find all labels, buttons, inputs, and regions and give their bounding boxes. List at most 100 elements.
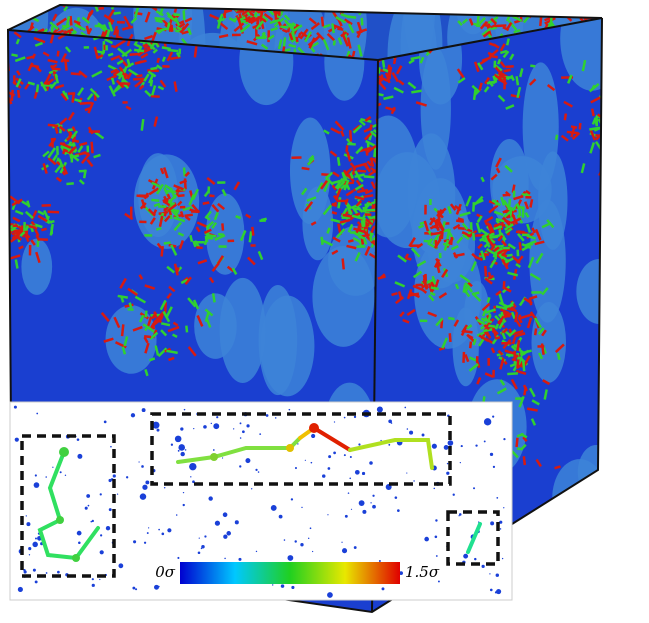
particle: [142, 408, 146, 412]
bond: [163, 57, 165, 62]
particle: [100, 493, 102, 495]
particle: [239, 465, 241, 467]
bond: [11, 55, 17, 56]
particle: [493, 466, 495, 468]
bond: [602, 126, 606, 129]
particle: [157, 429, 160, 432]
particle: [297, 443, 298, 444]
bond: [162, 246, 163, 256]
bond: [539, 620, 549, 621]
particle: [308, 538, 309, 539]
particle: [162, 533, 165, 536]
bond: [83, 153, 90, 154]
particle: [446, 472, 449, 475]
bond: [458, 219, 464, 221]
bond: [58, 51, 59, 57]
bond: [469, 605, 477, 609]
bond: [498, 59, 500, 64]
bond: [348, 240, 353, 241]
bond: [603, 41, 611, 46]
bond: [190, 235, 192, 241]
particle: [208, 496, 212, 500]
bond: [619, 126, 620, 131]
bond: [494, 618, 503, 623]
bond: [156, 228, 161, 229]
particle: [447, 463, 448, 464]
bond: [364, 195, 374, 196]
bond: [155, 18, 165, 19]
bond: [31, 65, 39, 67]
particle: [154, 585, 159, 590]
particle: [145, 480, 149, 484]
bond: [565, 114, 566, 121]
bond: [71, 16, 72, 25]
bond: [146, 311, 147, 318]
particle: [295, 467, 297, 469]
particle: [448, 440, 454, 446]
bond: [280, 27, 288, 28]
particle: [322, 474, 325, 477]
bond: [526, 8, 529, 12]
particle: [310, 527, 312, 529]
bond: [162, 47, 171, 49]
bond: [218, 234, 224, 235]
bond: [546, 7, 553, 10]
particle: [88, 505, 90, 507]
particle: [92, 578, 94, 580]
bond: [343, 259, 344, 270]
bond: [191, 1, 196, 6]
particle: [65, 475, 66, 476]
particle: [424, 537, 429, 542]
colorbar: [180, 562, 400, 584]
particle: [490, 589, 493, 592]
bond: [494, 610, 502, 617]
bond: [608, 96, 615, 101]
bond: [163, 2, 169, 5]
particle: [198, 551, 201, 554]
particle: [333, 452, 336, 455]
particle: [235, 520, 239, 524]
bond: [610, 133, 614, 137]
particle: [407, 428, 409, 430]
bond: [108, 54, 113, 56]
particle: [189, 463, 196, 470]
bond: [152, 0, 160, 3]
bond: [178, 195, 185, 196]
bond: [224, 13, 225, 18]
particle: [177, 557, 179, 559]
bond: [592, 109, 593, 116]
particle: [345, 515, 348, 518]
bond: [258, 17, 259, 23]
bond: [334, 40, 335, 45]
particle: [484, 440, 486, 442]
particle: [138, 461, 139, 462]
bond: [68, 129, 73, 130]
particle: [203, 425, 207, 429]
bond: [641, 96, 642, 106]
bond: [213, 293, 215, 302]
bond: [272, 0, 278, 6]
particle: [242, 430, 245, 433]
bond: [611, 77, 613, 82]
particle: [141, 465, 144, 468]
channel: [453, 307, 479, 386]
particle: [158, 586, 160, 588]
bond: [582, 5, 591, 13]
particle: [36, 413, 38, 415]
bond: [604, 141, 612, 143]
particle: [291, 498, 293, 500]
bond: [595, 6, 601, 13]
particle: [33, 569, 36, 572]
particle: [57, 571, 60, 574]
bond: [228, 0, 235, 2]
bond: [347, 145, 348, 152]
particle: [34, 482, 40, 488]
bond: [25, 10, 35, 14]
bond: [474, 90, 475, 100]
bond: [448, 318, 454, 319]
particle: [275, 417, 277, 419]
particle: [413, 480, 414, 481]
bond: [514, 587, 522, 593]
particle: [77, 438, 80, 441]
bond: [524, 456, 525, 465]
